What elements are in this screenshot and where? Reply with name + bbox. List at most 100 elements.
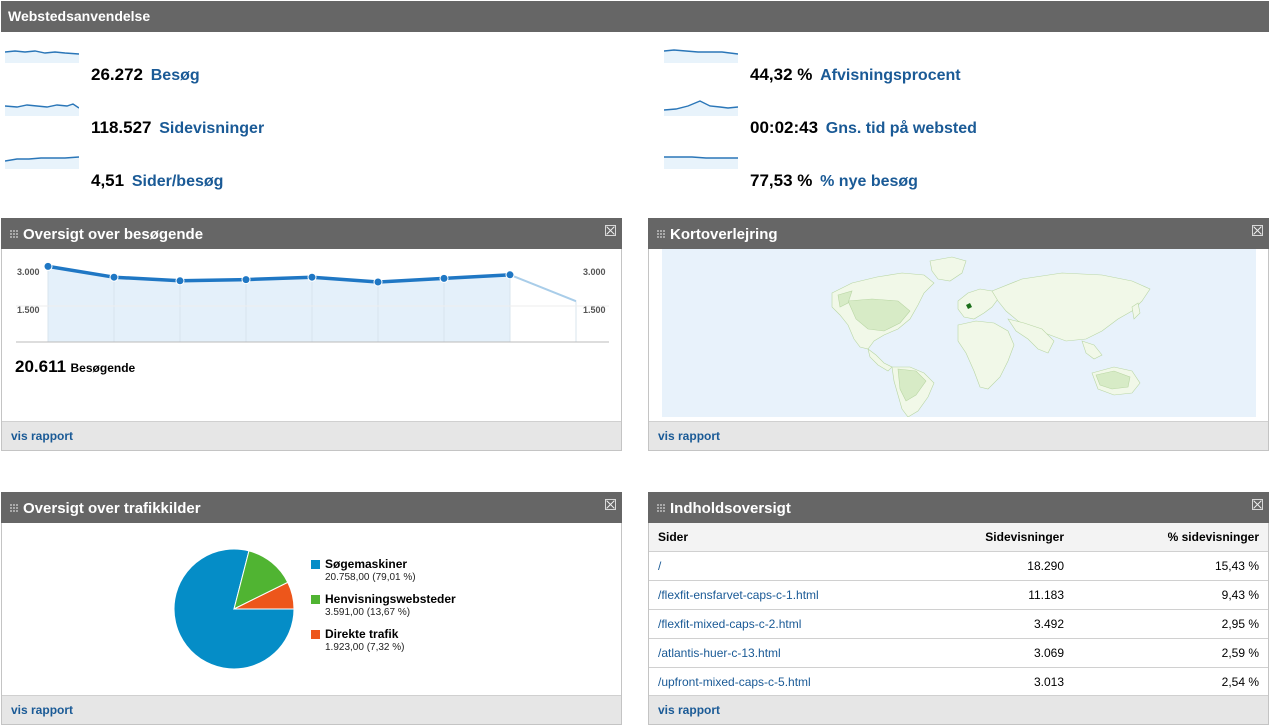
traffic-sources-panel: Oversigt over trafikkilder Søgemaskiner … xyxy=(1,492,622,725)
visitors-total-label: Besøgende xyxy=(70,361,136,375)
panel-footer: vis rapport xyxy=(649,695,1268,724)
y-tick-label-right: 3.000 xyxy=(583,267,606,277)
data-point xyxy=(373,277,383,287)
traffic-pie-chart xyxy=(173,548,295,670)
metric-link-new-visits[interactable]: % nye besøg xyxy=(820,173,918,190)
metric-value: 118.527 xyxy=(91,118,152,137)
close-icon[interactable] xyxy=(605,499,616,510)
map-overlay-panel: Kortoverlejring xyxy=(648,218,1269,451)
drag-handle-icon[interactable] xyxy=(10,504,19,513)
metric-value: 00:02:43 xyxy=(750,118,819,137)
table-row: /atlantis-huer-c-13.html 3.069 2,59 % xyxy=(649,638,1268,668)
legend-swatch xyxy=(311,560,320,569)
table-row: /upfront-mixed-caps-c-5.html 3.013 2,54 … xyxy=(649,667,1268,697)
panel-title: Oversigt over besøgende xyxy=(23,226,204,243)
view-report-link[interactable]: vis rapport xyxy=(658,429,721,443)
world-map[interactable] xyxy=(662,249,1256,417)
pie-slice-direct xyxy=(233,581,295,610)
site-usage-title: Webstedsanvendelse xyxy=(8,8,151,24)
close-icon[interactable] xyxy=(1252,499,1263,510)
column-header-pct-pageviews[interactable]: % sidevisninger xyxy=(1098,523,1268,552)
series-line xyxy=(47,264,511,284)
pageviews-cell: 3.492 xyxy=(908,609,1098,639)
legend-name: Direkte trafik xyxy=(325,627,399,641)
sparkline-icon xyxy=(5,103,79,116)
panel-header[interactable]: Indholdsoversigt xyxy=(648,492,1269,523)
site-usage-header: Webstedsanvendelse xyxy=(1,1,1269,32)
data-point xyxy=(175,276,185,286)
pct-cell: 9,43 % xyxy=(1098,580,1268,610)
y-tick-label: 3.000 xyxy=(17,267,40,277)
pct-cell: 2,59 % xyxy=(1098,638,1268,668)
table-row: / 18.290 15,43 % xyxy=(649,551,1268,581)
metric-link-bounce-rate[interactable]: Afvisningsprocent xyxy=(820,67,961,84)
close-icon[interactable] xyxy=(605,225,616,236)
legend-value: 20.758,00 (79,01 %) xyxy=(325,572,416,583)
sparkline-icon xyxy=(5,50,79,63)
view-report-link[interactable]: vis rapport xyxy=(11,703,74,717)
metric-value: 77,53 % xyxy=(750,171,813,190)
view-report-link[interactable]: vis rapport xyxy=(658,703,721,717)
view-report-link[interactable]: vis rapport xyxy=(11,429,74,443)
page-link[interactable]: /upfront-mixed-caps-c-5.html xyxy=(658,674,811,689)
metric-value: 26.272 xyxy=(91,65,143,84)
metric-link-pages-per-visit[interactable]: Sider/besøg xyxy=(131,173,224,190)
data-point xyxy=(109,272,119,282)
legend-value: 1.923,00 (7,32 %) xyxy=(325,642,405,653)
content-table: Sider Sidevisninger % sidevisninger / 18… xyxy=(649,523,1268,697)
table-row: /flexfit-ensfarvet-caps-c-1.html 11.183 … xyxy=(649,580,1268,610)
page-link[interactable]: /flexfit-mixed-caps-c-2.html xyxy=(658,616,802,631)
y-tick-label: 1.500 xyxy=(17,305,40,315)
page-link[interactable]: /atlantis-huer-c-13.html xyxy=(658,645,781,660)
panel-footer: vis rapport xyxy=(2,695,621,724)
metric-value: 4,51 xyxy=(91,171,125,190)
panel-title: Oversigt over trafikkilder xyxy=(23,500,201,517)
panel-footer: vis rapport xyxy=(2,421,621,450)
metric-link-pageviews[interactable]: Sidevisninger xyxy=(159,120,265,137)
sparkline-icon xyxy=(664,156,738,169)
pct-cell: 2,54 % xyxy=(1098,667,1268,697)
column-header-pageviews[interactable]: Sidevisninger xyxy=(908,523,1098,552)
data-point xyxy=(307,272,317,282)
panel-header[interactable]: Kortoverlejring xyxy=(648,218,1269,249)
content-overview-panel: Indholdsoversigt Sider Sidevisninger % s… xyxy=(648,492,1269,725)
series-line-partial xyxy=(509,273,577,303)
column-header-pages[interactable]: Sider xyxy=(649,523,908,552)
chart-area xyxy=(48,266,510,342)
sparkline-icon xyxy=(5,156,79,169)
metric-link-avg-time[interactable]: Gns. tid på websted xyxy=(825,120,977,137)
legend-swatch xyxy=(311,595,320,604)
visitors-total-value: 20.611 xyxy=(15,357,67,376)
data-point xyxy=(439,273,449,283)
pageviews-cell: 11.183 xyxy=(908,580,1098,610)
pageviews-cell: 3.069 xyxy=(908,638,1098,668)
panel-header[interactable]: Oversigt over besøgende xyxy=(1,218,622,249)
metric-link-visits[interactable]: Besøg xyxy=(150,67,200,84)
legend-swatch xyxy=(311,630,320,639)
page-link[interactable]: / xyxy=(658,558,662,573)
sparkline-icon xyxy=(664,100,738,116)
visitors-overview-panel: Oversigt over besøgende 3.000 1.500 3.00… xyxy=(1,218,622,451)
drag-handle-icon[interactable] xyxy=(657,230,666,239)
data-point xyxy=(43,261,53,271)
pct-cell: 2,95 % xyxy=(1098,609,1268,639)
panel-footer: vis rapport xyxy=(649,421,1268,450)
data-point xyxy=(505,270,515,280)
legend-value: 3.591,00 (13,67 %) xyxy=(325,607,411,618)
pageviews-cell: 18.290 xyxy=(908,551,1098,581)
close-icon[interactable] xyxy=(1252,225,1263,236)
page-link[interactable]: /flexfit-ensfarvet-caps-c-1.html xyxy=(658,587,819,602)
table-header-row: Sider Sidevisninger % sidevisninger xyxy=(649,523,1268,552)
drag-handle-icon[interactable] xyxy=(657,504,666,513)
drag-handle-icon[interactable] xyxy=(10,230,19,239)
pct-cell: 15,43 % xyxy=(1098,551,1268,581)
sparkline-icon xyxy=(664,49,738,63)
data-point xyxy=(241,275,251,285)
visitors-total: 20.611 Besøgende xyxy=(15,357,135,377)
panel-title: Indholdsoversigt xyxy=(670,500,791,517)
visitors-line-chart xyxy=(16,261,609,343)
metric-value: 44,32 % xyxy=(750,65,813,84)
table-row: /flexfit-mixed-caps-c-2.html 3.492 2,95 … xyxy=(649,609,1268,639)
panel-header[interactable]: Oversigt over trafikkilder xyxy=(1,492,622,523)
legend-name: Søgemaskiner xyxy=(325,557,408,571)
